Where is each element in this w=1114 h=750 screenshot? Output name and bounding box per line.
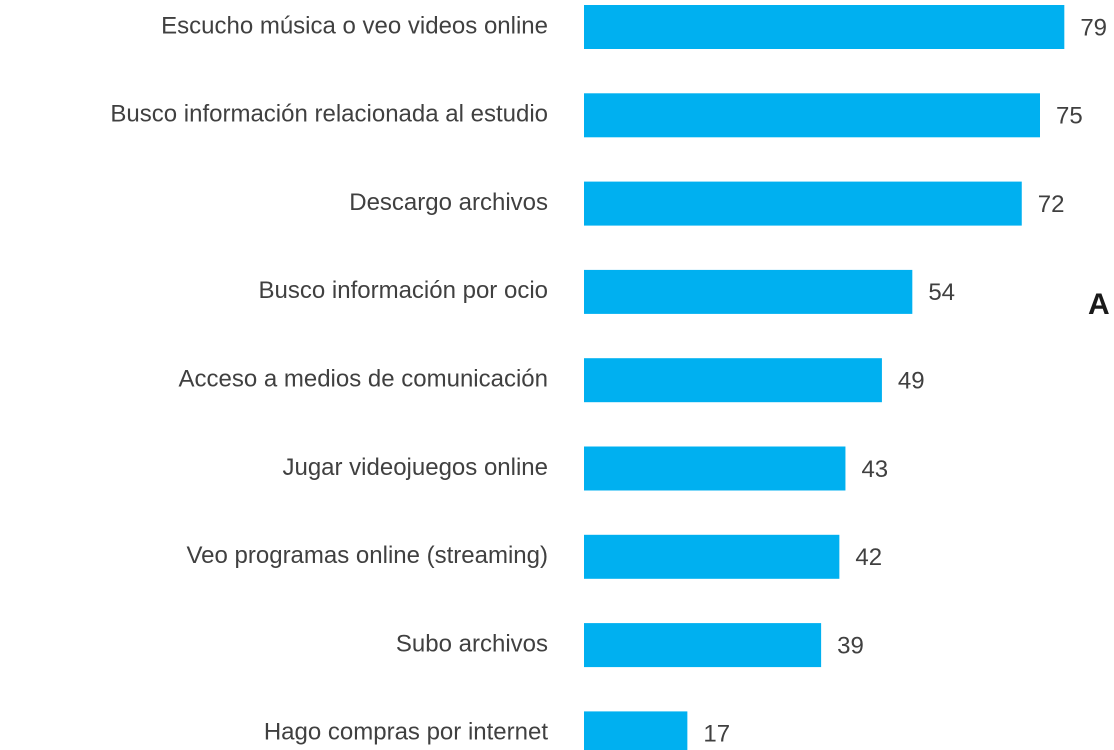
value-label: 17 [703,721,730,748]
category-label: Acceso a medios de comunicación [178,366,548,393]
value-label: 54 [928,279,955,306]
bar [584,5,1065,49]
bar [584,358,882,403]
value-label: 72 [1038,191,1065,218]
category-label: Busco información relacionada al estudio [110,101,548,128]
category-label: Subo archivos [396,630,548,657]
value-label: 75 [1056,103,1083,130]
category-label: Hago compras por internet [264,719,548,746]
annotation: A [1088,288,1110,321]
bar [584,269,913,314]
category-label: Descargo archivos [349,189,548,216]
bar [584,534,840,579]
value-label: 42 [855,544,882,571]
bar [584,711,688,750]
value-label: 43 [861,456,888,483]
bar [584,181,1022,226]
bar [584,93,1040,138]
category-label: Veo programas online (streaming) [186,542,548,569]
category-label: Jugar videojuegos online [282,454,548,481]
bar [584,623,822,668]
bar [584,446,846,491]
category-label: Busco información por ocio [259,277,548,304]
value-label: 49 [898,368,925,395]
value-label: 39 [837,632,864,659]
value-label: 79 [1080,14,1107,41]
category-label: Escucho música o veo videos online [161,12,548,39]
